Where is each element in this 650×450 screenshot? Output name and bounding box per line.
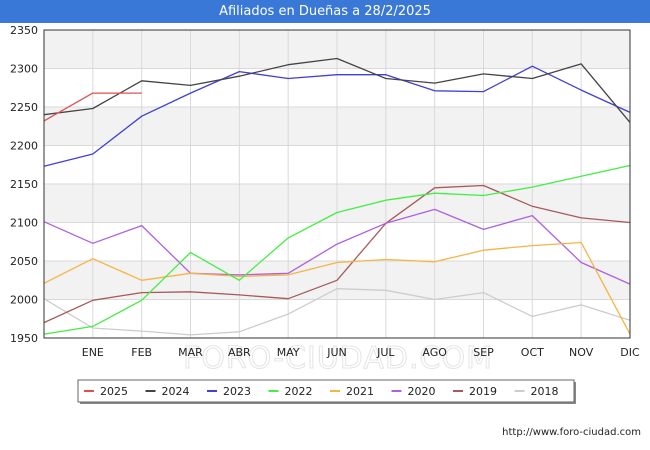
legend-label-2021: 2021: [346, 385, 374, 398]
legend-label-2022: 2022: [285, 385, 313, 398]
legend-box: [77, 379, 575, 403]
y-tick-label: 2050: [10, 255, 38, 268]
series-line-2020: [43, 208, 631, 285]
chart-title: Afiliados en Dueñas a 28/2/2025: [219, 4, 431, 19]
x-tick-label: JUN: [326, 346, 347, 359]
y-tick-label: 2350: [10, 24, 38, 37]
series-line-2023: [43, 65, 631, 167]
legend-label-2025: 2025: [100, 385, 128, 398]
x-tick-label: DIC: [620, 346, 640, 359]
series-line-2021: [43, 241, 631, 335]
axes: [43, 29, 631, 339]
x-tick-labels: ENE FEB MAR ABR MAY JUN JUL AGO SEP OCT NOV DIC: [82, 346, 640, 359]
x-tick-label: FEB: [131, 346, 152, 359]
x-tick-label: MAR: [178, 346, 203, 359]
legend-label-2023: 2023: [223, 385, 251, 398]
legend-label-2019: 2019: [469, 385, 497, 398]
y-tick-label: 2300: [10, 63, 38, 76]
x-tick-label: JUL: [376, 346, 395, 359]
y-tick-label: 1950: [10, 332, 38, 345]
title-bar: [0, 0, 650, 23]
x-tick-label: OCT: [521, 346, 544, 359]
y-tick-labels: 1950 2000 2050 2100 2150 2200 2250 2300 2350: [10, 24, 38, 345]
y-tick-label: 2200: [10, 140, 38, 153]
y-tick-label: 2100: [10, 217, 38, 230]
series-line-2019: [43, 184, 631, 324]
watermark: FORO-CIUDAD.COM: [183, 341, 493, 376]
x-tick-label: NOV: [569, 346, 594, 359]
x-tick-label: ENE: [82, 346, 104, 359]
series-lines: [43, 57, 631, 336]
y-tick-label: 2000: [10, 294, 38, 307]
legend-label-2024: 2024: [162, 385, 190, 398]
x-tick-label: SEP: [473, 346, 494, 359]
x-tick-label: ABR: [228, 346, 251, 359]
y-tick-label: 2150: [10, 178, 38, 191]
series-line-2018: [43, 288, 631, 336]
series-line-2025: [43, 92, 142, 122]
series-line-2024: [43, 57, 631, 123]
footer-url[interactable]: http://www.foro-ciudad.com: [502, 427, 641, 438]
legend-label-2020: 2020: [408, 385, 436, 398]
y-tick-label: 2250: [10, 101, 38, 114]
plot-frame: [43, 29, 631, 339]
x-tick-label: MAY: [277, 346, 300, 359]
x-tick-label: AGO: [422, 346, 447, 359]
legend-label-2018: 2018: [531, 385, 559, 398]
legend: 2025 2024 2023 2022 2021 2020 2019 2018: [77, 379, 576, 404]
series-line-2022: [43, 164, 631, 335]
